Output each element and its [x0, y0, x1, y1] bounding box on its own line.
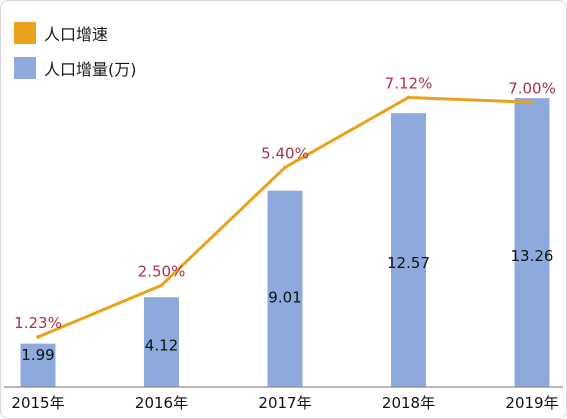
growth-rate-label: 7.12%	[385, 74, 433, 92]
bar-2016年	[144, 297, 179, 387]
x-tick-label: 2017年	[258, 394, 311, 412]
growth-rate-label: 2.50%	[138, 262, 186, 280]
legend-label-growth-rate: 人口增速	[44, 25, 109, 44]
x-tick-label: 2018年	[382, 394, 435, 412]
x-tick-labels: 2015年 2016年 2017年 2018年 2019年	[11, 394, 558, 412]
bar-value-label: 1.99	[21, 346, 54, 364]
growth-rate-point	[36, 335, 40, 339]
bar-value-label: 9.01	[268, 289, 301, 307]
bar-2017年	[267, 190, 303, 387]
bar-value-labels: 1.99 4.12 9.01 12.57 13.26	[21, 247, 553, 364]
growth-rate-label: 1.23%	[14, 314, 62, 332]
x-tick-label: 2019年	[505, 394, 558, 412]
bar-value-label: 13.26	[511, 247, 554, 265]
bar-2015年	[20, 343, 56, 387]
growth-rate-point	[159, 283, 164, 288]
x-tick-label: 2016年	[135, 394, 188, 412]
bar-2019年	[514, 98, 550, 387]
x-tick-label: 2015年	[11, 394, 64, 412]
line-series	[36, 95, 534, 339]
bar-value-label: 12.57	[387, 254, 430, 272]
legend-swatch-line	[14, 22, 36, 44]
legend-item-increase: 人口增量(万)	[14, 57, 137, 79]
bar-2018年	[391, 113, 426, 388]
bar-series	[20, 98, 550, 388]
growth-rate-point	[530, 100, 534, 105]
legend-label-increase: 人口增量(万)	[44, 60, 137, 79]
growth-rate-label: 5.40%	[261, 144, 309, 162]
line-value-labels: 1.23% 2.50% 5.40% 7.12% 7.00%	[14, 74, 556, 332]
legend-item-growth-rate: 人口增速	[14, 22, 137, 44]
growth-rate-point	[406, 95, 411, 100]
growth-rate-point	[283, 165, 287, 170]
bar-value-label: 4.12	[145, 337, 178, 355]
legend-swatch-bar	[14, 57, 36, 79]
growth-rate-label: 7.00%	[508, 79, 556, 97]
legend: 人口增速 人口增量(万)	[14, 22, 137, 92]
